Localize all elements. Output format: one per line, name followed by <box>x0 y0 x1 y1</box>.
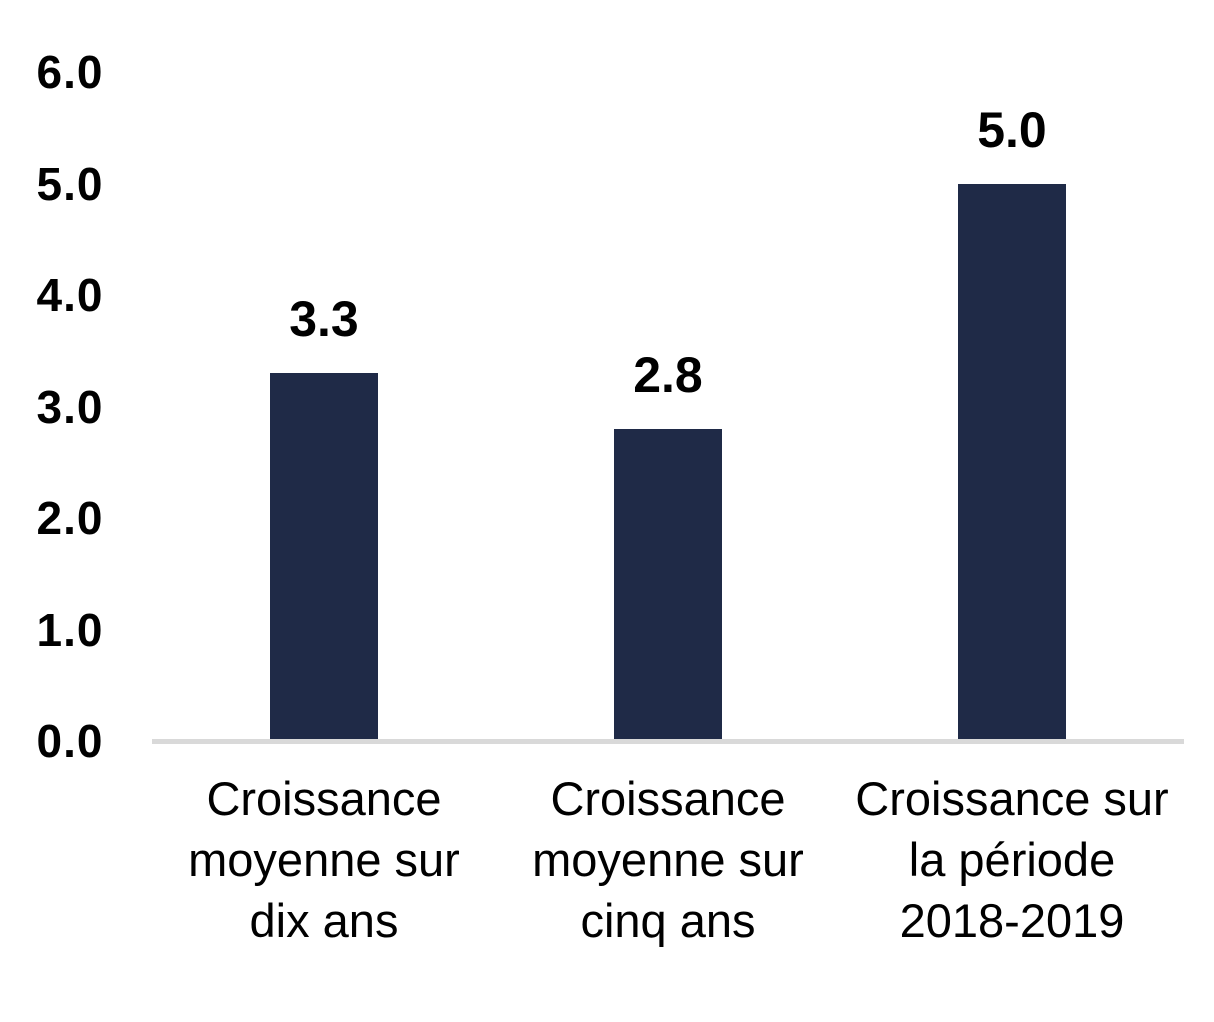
x-axis: Croissance moyenne sur dix ans Croissance mo… <box>152 768 1184 978</box>
y-axis-tick-label: 5.0 <box>36 157 104 210</box>
x-axis-category-label-line: Croissance <box>206 772 442 825</box>
x-axis-category-label: Croissance moyenne sur dix ans <box>134 768 514 951</box>
x-axis-category-label-line: moyenne sur <box>532 833 804 886</box>
y-axis: 0.0 1.0 2.0 3.0 4.0 5.0 6.0 <box>0 0 152 780</box>
y-axis-tick-label: 1.0 <box>36 603 104 656</box>
x-axis-category-label: Croissance sur la période 2018-2019 <box>822 768 1202 951</box>
y-axis-tick-label: 6.0 <box>36 46 104 98</box>
x-axis-category-label-line: cinq ans <box>580 894 756 947</box>
x-axis-category-label-line: 2018-2019 <box>899 894 1125 947</box>
bar-value-label: 2.8 <box>633 346 703 403</box>
y-axis-tick-label: 2.0 <box>36 492 104 544</box>
bar-value-label: 5.0 <box>977 101 1047 158</box>
bar-2 <box>614 428 722 741</box>
x-axis-category-label-line: Croissance <box>550 772 786 825</box>
x-axis-category-label-line: dix ans <box>249 894 399 947</box>
bar-value-label: 3.3 <box>289 291 359 348</box>
y-axis-tick-label: 3.0 <box>36 380 104 433</box>
y-axis-tick-label: 0.0 <box>36 715 104 767</box>
x-axis-category-label: Croissance moyenne sur cinq ans <box>478 768 858 951</box>
x-axis-line <box>152 739 1184 744</box>
x-axis-category-label-line: Croissance sur <box>855 772 1169 825</box>
x-axis-category-label-line: la période <box>908 833 1116 886</box>
y-axis-tick-label: 4.0 <box>36 269 104 321</box>
plot-area: 3.3 2.8 5.0 <box>152 72 1184 741</box>
bar-1 <box>270 373 378 741</box>
bar-3 <box>958 183 1066 741</box>
x-axis-category-label-line: moyenne sur <box>188 833 460 886</box>
